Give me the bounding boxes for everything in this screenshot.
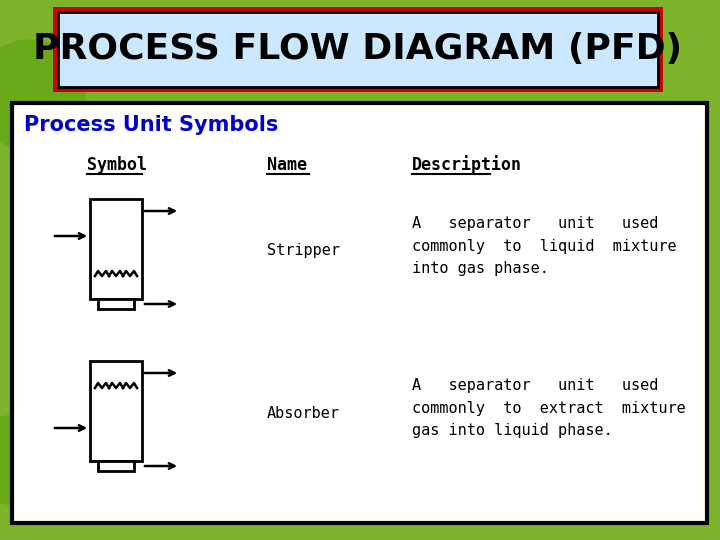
- Bar: [98, 299, 134, 309]
- Circle shape: [0, 40, 85, 150]
- Bar: [53, 7, 663, 92]
- Bar: [98, 461, 134, 471]
- Text: Process Unit Symbols: Process Unit Symbols: [24, 115, 279, 135]
- Bar: [12, 103, 707, 523]
- Text: Name: Name: [267, 156, 307, 174]
- Text: PROCESS FLOW DIAGRAM (PFD): PROCESS FLOW DIAGRAM (PFD): [33, 32, 683, 66]
- Bar: [58, 12, 658, 87]
- Text: Absorber: Absorber: [267, 406, 340, 421]
- Bar: [90, 199, 142, 299]
- Text: A   separator   unit   used
commonly  to  liquid  mixture
into gas phase.: A separator unit used commonly to liquid…: [412, 217, 677, 276]
- Text: Description: Description: [412, 156, 522, 174]
- Circle shape: [0, 415, 60, 505]
- Text: Stripper: Stripper: [267, 244, 340, 259]
- Text: Symbol: Symbol: [87, 156, 147, 174]
- Text: A   separator   unit   used
commonly  to  extract  mixture
gas into liquid phase: A separator unit used commonly to extrac…: [412, 379, 685, 438]
- Bar: [90, 361, 142, 461]
